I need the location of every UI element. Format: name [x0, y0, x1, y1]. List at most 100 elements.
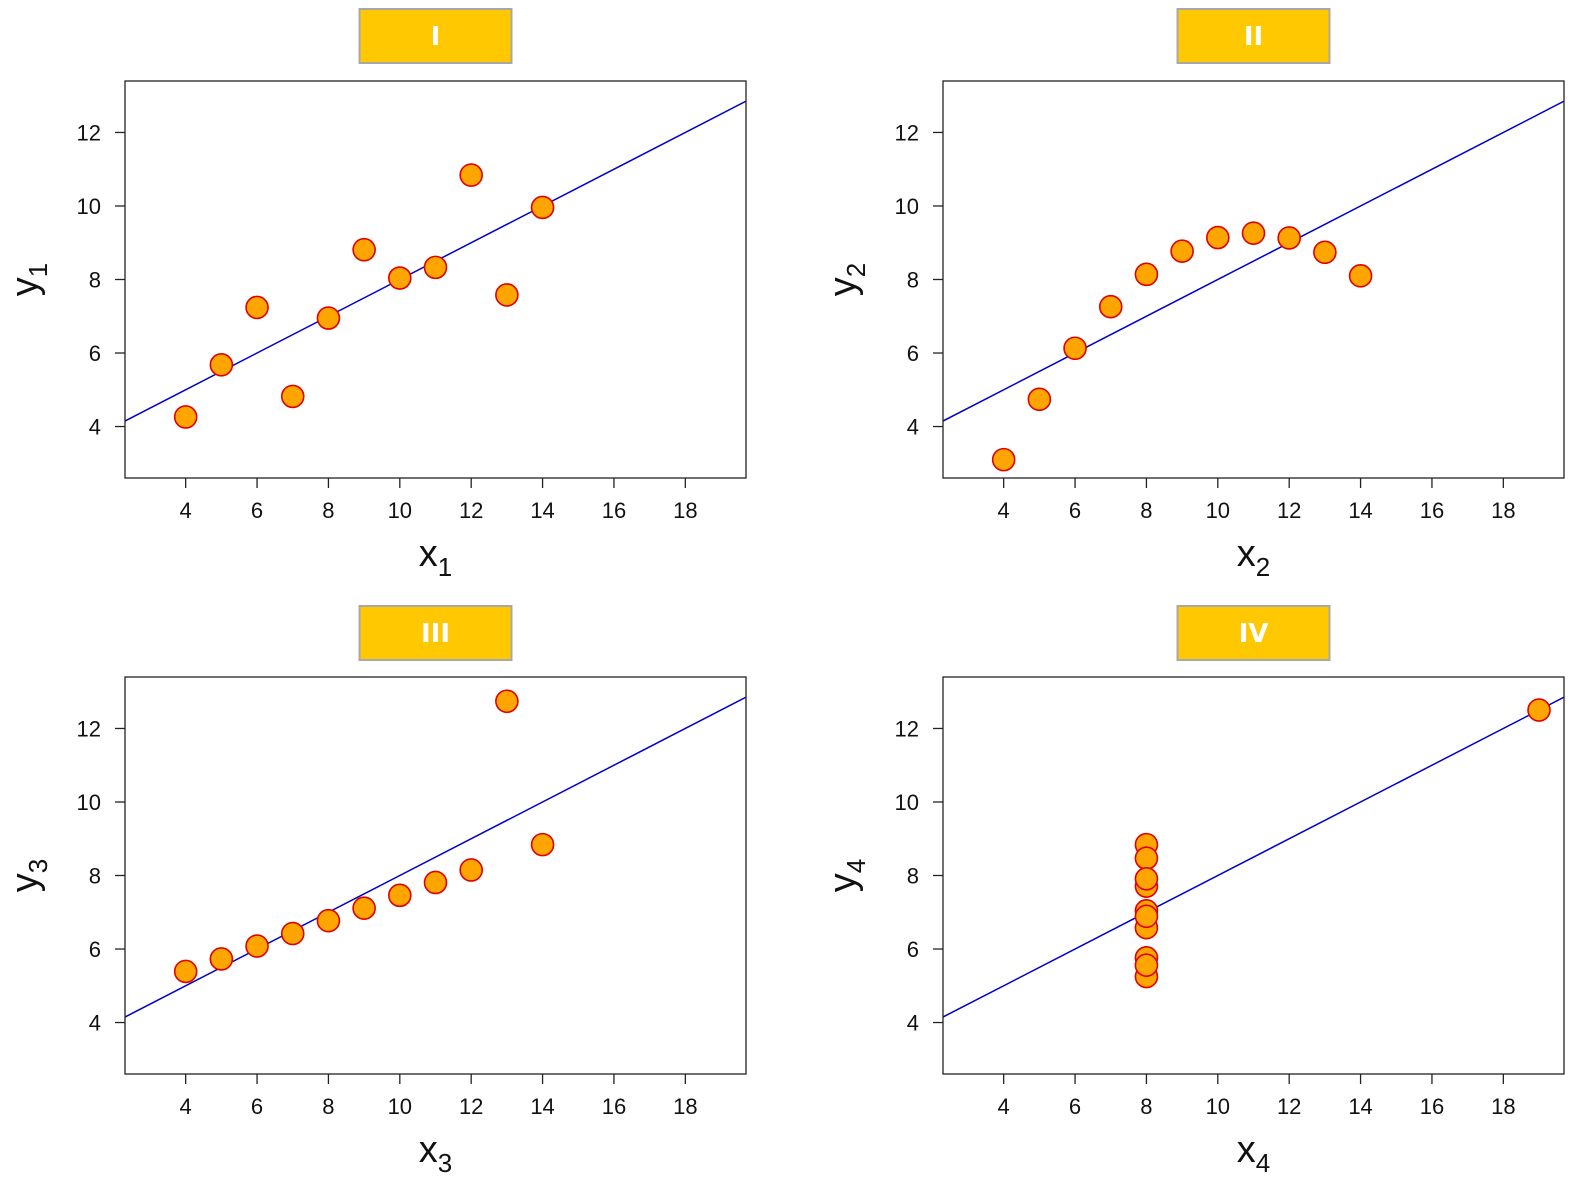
x-axis-label: x1 [419, 533, 452, 582]
y-tick-label: 4 [907, 415, 919, 440]
data-point [352, 237, 376, 262]
data-point [1170, 239, 1194, 263]
y-tick-label: 4 [89, 1011, 101, 1036]
data-point [1527, 698, 1551, 722]
y-tick-label: 10 [895, 790, 919, 815]
data-point [495, 689, 519, 714]
x-tick-label: 14 [1348, 498, 1372, 523]
data-point [388, 266, 412, 290]
y-tick-label: 10 [77, 194, 101, 219]
data-point [280, 384, 305, 409]
data-point [209, 352, 234, 377]
y-tick-label: 12 [895, 120, 919, 145]
panel-title: II [1244, 22, 1263, 52]
data-point [1134, 953, 1159, 977]
panel-title: IV [1239, 619, 1269, 649]
y-tick-label: 4 [907, 1011, 919, 1036]
data-point [991, 447, 1016, 472]
y-axis-label: y3 [4, 859, 53, 892]
x-tick-label: 18 [673, 1094, 697, 1119]
y-tick-label: 6 [89, 341, 101, 366]
panel-title-box [1176, 605, 1331, 661]
x-tick-label: 14 [1348, 1094, 1372, 1119]
x-axis-label: x2 [1237, 533, 1270, 582]
x-tick-label: 16 [1420, 1094, 1444, 1119]
data-point [1098, 294, 1123, 319]
data-point [495, 283, 519, 307]
y-tick-label: 8 [89, 864, 101, 889]
x-tick-label: 10 [1206, 1094, 1230, 1119]
panel-title: III [421, 619, 450, 649]
data-point [209, 947, 234, 971]
data-point [352, 896, 376, 921]
data-point [459, 858, 483, 882]
data-point [1134, 867, 1159, 891]
x-tick-label: 8 [1140, 1094, 1152, 1119]
data-point [1027, 387, 1052, 412]
y-tick-label: 8 [907, 268, 919, 293]
y-tick-label: 6 [907, 341, 919, 366]
plot-frame [124, 80, 747, 479]
y-axis-label: y1 [4, 263, 53, 296]
y-axis-label: y2 [822, 263, 871, 296]
x-tick-label: 6 [1069, 498, 1081, 523]
x-tick-label: 4 [180, 1094, 192, 1119]
panel-2: II 4 6 8 10 12 14 16 18 4 6 8 10 12 x2 y2 [822, 8, 1565, 582]
panel-title-box [358, 605, 513, 661]
regression-line [943, 696, 1564, 1018]
data-point [316, 908, 341, 933]
data-point [1277, 226, 1301, 250]
x-tick-label: 8 [1140, 498, 1152, 523]
y-tick-label: 6 [89, 937, 101, 962]
y-tick-label: 6 [907, 937, 919, 962]
data-point [173, 959, 198, 984]
panel-title-box [1176, 8, 1331, 64]
y-axis-label: y4 [822, 859, 871, 892]
x-axis-label: x4 [1237, 1129, 1270, 1178]
x-tick-label: 18 [1491, 1094, 1515, 1119]
data-point [245, 934, 269, 958]
x-tick-label: 14 [530, 1094, 554, 1119]
x-tick-label: 12 [1277, 1094, 1301, 1119]
data-point [1241, 221, 1266, 245]
x-tick-label: 18 [1491, 498, 1515, 523]
data-point [280, 921, 305, 946]
plot-frame [942, 676, 1565, 1075]
x-tick-label: 16 [602, 1094, 626, 1119]
y-tick-label: 12 [895, 716, 919, 741]
x-tick-label: 10 [1206, 498, 1230, 523]
data-point [245, 295, 269, 320]
x-tick-label: 4 [998, 1094, 1010, 1119]
x-tick-label: 6 [251, 498, 263, 523]
x-tick-label: 10 [388, 1094, 412, 1119]
panel-title-box [358, 8, 513, 64]
data-point [530, 195, 555, 220]
x-tick-label: 12 [459, 1094, 483, 1119]
data-point [530, 832, 555, 857]
x-tick-label: 12 [1277, 498, 1301, 523]
x-tick-label: 16 [1420, 498, 1444, 523]
data-point [1134, 904, 1159, 929]
x-tick-label: 14 [530, 498, 554, 523]
y-tick-label: 8 [89, 268, 101, 293]
data-point [423, 870, 448, 895]
x-tick-label: 10 [388, 498, 412, 523]
y-tick-label: 8 [907, 864, 919, 889]
data-point [1206, 225, 1230, 250]
x-tick-label: 4 [180, 498, 192, 523]
plot-frame [942, 80, 1565, 479]
x-axis-label: x3 [419, 1129, 452, 1178]
data-point [316, 306, 341, 330]
y-tick-label: 12 [77, 716, 101, 741]
data-point [1134, 262, 1159, 287]
x-tick-label: 12 [459, 498, 483, 523]
data-point [459, 163, 483, 187]
panel-title: I [431, 22, 441, 52]
data-point [173, 405, 198, 429]
data-point [423, 255, 448, 280]
regression-line [943, 100, 1564, 422]
data-point [1348, 264, 1373, 288]
data-point [1063, 336, 1087, 361]
x-tick-label: 16 [602, 498, 626, 523]
